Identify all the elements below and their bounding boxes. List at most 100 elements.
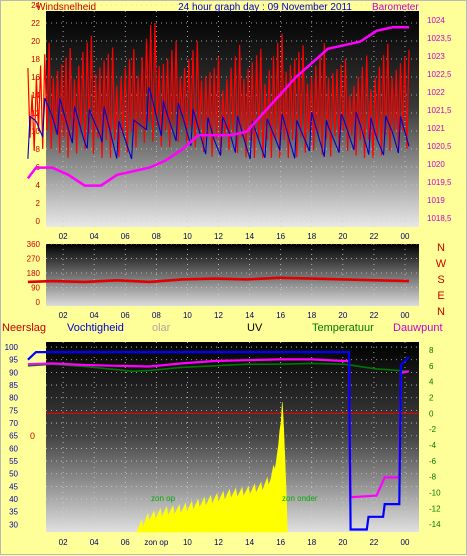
humidity-panel-x-tick-label: 00	[401, 538, 410, 547]
wind-y-tick-label: 22	[31, 19, 40, 28]
temperature-y-tick-label: 4	[429, 378, 434, 387]
direction-letter-n-top: N	[437, 242, 445, 254]
humidity-y-tick-label: 40	[9, 495, 18, 504]
wind-panel-x-tick-label: 06	[121, 232, 130, 241]
humidity-y-tick-label: 55	[9, 457, 18, 466]
direction-y-tick-label: 270	[27, 255, 41, 264]
barometer-y-tick-label: 1021,5	[427, 106, 452, 115]
direction-panel-x-tick-label: 22	[369, 311, 378, 320]
barometer-y-tick-label: 1021	[427, 124, 445, 133]
wind-panel-x-tick-label: 04	[90, 232, 99, 241]
wind-y-tick-label: 24	[31, 1, 40, 10]
humidity-y-tick-label: 60	[9, 444, 18, 453]
barometer-series	[26, 25, 409, 187]
direction-panel-x-tick-label: 02	[59, 311, 68, 320]
humidity-panel-x-tick-label: 16	[276, 538, 285, 547]
direction-panel-x-tick-label: 16	[276, 311, 285, 320]
humidity-y-tick-label: 75	[9, 406, 18, 415]
wind-y-tick-label: 0	[36, 217, 41, 226]
temperature-y-tick-label: 2	[429, 393, 434, 402]
barometer-y-tick-label: 1023	[427, 52, 445, 61]
direction-y-tick-label: 360	[27, 240, 41, 249]
humidity-y-tick-label: 80	[9, 394, 18, 403]
humidity-y-tick-label: 85	[9, 381, 18, 390]
humidity-series	[27, 351, 410, 531]
wind-panel-x-tick-label: 00	[401, 232, 410, 241]
temperature-y-tick-label: -6	[429, 457, 437, 466]
temperature-y-tick-label: 0	[429, 409, 434, 418]
direction-panel-x-tick-label: 12	[214, 311, 223, 320]
direction-letter-s: S	[437, 274, 444, 286]
barometer-y-tick-label: 1022,5	[427, 70, 452, 79]
solar-radiation-area	[135, 402, 288, 533]
wind-y-tick-label: 8	[36, 145, 41, 154]
wind-panel-x-tick-label: 10	[183, 232, 192, 241]
humidity-y-tick-label: 65	[9, 432, 18, 441]
barometer-y-tick-label: 1022	[427, 88, 445, 97]
temperature-y-tick-label: -4	[429, 441, 437, 450]
barometer-y-tick-label: 1020	[427, 160, 445, 169]
temperature-y-tick-label: -2	[429, 425, 437, 434]
marks-layer: 0246810121416182022241018,510191019,5102…	[5, 1, 452, 547]
direction-panel-x-tick-label: 06	[121, 311, 130, 320]
wind-y-tick-label: 4	[36, 181, 41, 190]
direction-panel-x-tick-label: 20	[338, 311, 347, 320]
zero-line-label: 0	[30, 431, 35, 441]
humidity-panel-x-tick-label: 10	[183, 538, 192, 547]
humidity-panel-x-tick-label: 06	[121, 538, 130, 547]
direction-letter-w: W	[436, 258, 447, 270]
humidity-panel-x-tick-label: zon op	[144, 538, 169, 547]
humidity-y-tick-label: 70	[9, 419, 18, 428]
wind-direction-series	[27, 276, 410, 284]
wind-panel-x-tick-label: 08	[152, 232, 161, 241]
direction-panel-x-tick-label: 08	[152, 311, 161, 320]
humidity-panel-x-tick-label: 04	[90, 538, 99, 547]
direction-panel-x-tick-label: 04	[90, 311, 99, 320]
vochtigheid-label: Vochtigheid	[67, 322, 124, 334]
direction-panel-bg	[46, 244, 419, 306]
wind-axis-title: Windsnelheid	[36, 2, 96, 13]
wind-y-tick-label: 20	[31, 37, 40, 46]
barometer-y-tick-label: 1018,5	[427, 214, 452, 223]
humidity-y-tick-label: 100	[5, 343, 19, 352]
direction-y-tick-label: 0	[36, 298, 41, 307]
wind-panel-x-tick-label: 16	[276, 232, 285, 241]
wind-y-tick-label: 10	[31, 127, 40, 136]
temperature-series	[27, 362, 410, 373]
barometer-y-tick-label: 1019	[427, 196, 445, 205]
barometer-y-tick-label: 1019,5	[427, 178, 452, 187]
neerslag-label: Neerslag	[2, 322, 46, 334]
humidity-y-tick-label: 50	[9, 470, 18, 479]
solar-ghost-label: olar	[152, 322, 171, 334]
direction-panel-x-tick-label: 10	[183, 311, 192, 320]
humidity-panel-x-tick-label: 12	[214, 538, 223, 547]
wind-panel-x-tick-label: 18	[307, 232, 316, 241]
barometer-y-tick-label: 1023,5	[427, 34, 452, 43]
direction-panel-x-tick-label: 14	[245, 311, 254, 320]
gust-series	[27, 87, 410, 160]
humidity-y-tick-label: 90	[9, 368, 18, 377]
humidity-y-tick-label: 30	[9, 520, 18, 529]
barometer-y-tick-label: 1024	[427, 16, 445, 25]
temperature-y-tick-label: 6	[429, 362, 434, 371]
barometer-axis-title: Barometer	[372, 2, 419, 13]
wind-y-tick-label: 18	[31, 55, 40, 64]
wind-panel-x-tick-label: 22	[369, 232, 378, 241]
humidity-y-tick-label: 95	[9, 356, 18, 365]
wind-panel-x-tick-label: 20	[338, 232, 347, 241]
dauwpunt-label: Dauwpunt	[393, 322, 443, 334]
dewpoint-series	[27, 358, 410, 499]
direction-panel-x-tick-label: 00	[401, 311, 410, 320]
wind-panel-x-tick-label: 14	[245, 232, 254, 241]
temperature-y-tick-label: -8	[429, 473, 437, 482]
temperature-y-tick-label: -10	[429, 488, 441, 497]
zon-onder-label: zon onder	[282, 494, 318, 503]
wind-speed-series	[27, 22, 410, 159]
wind-panel-x-tick-label: 12	[214, 232, 223, 241]
graph-title: 24 hour graph day : 09 November 2011	[178, 2, 352, 13]
temperature-y-tick-label: -12	[429, 504, 441, 513]
temperature-y-tick-label: -14	[429, 520, 441, 529]
humidity-panel-x-tick-label: 22	[369, 538, 378, 547]
